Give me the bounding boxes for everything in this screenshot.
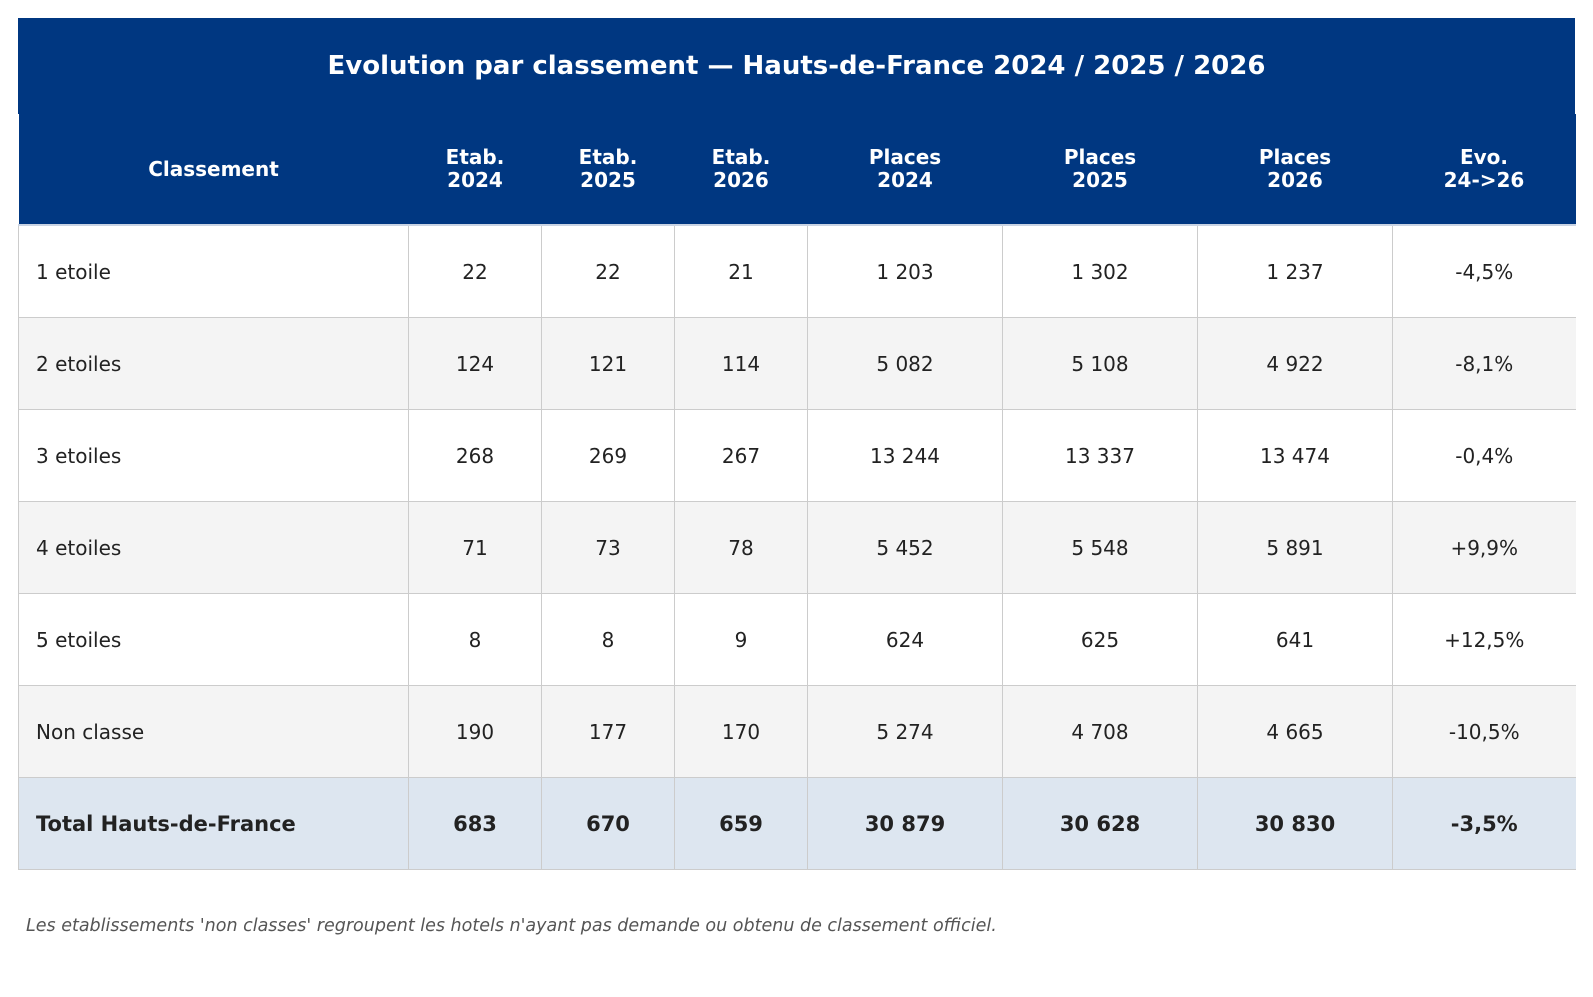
cell-evolution: -8,1% — [1392, 317, 1576, 410]
cell-etab-2025: 73 — [541, 501, 675, 594]
header-label: Etab. — [711, 145, 771, 169]
cell-evolution: -10,5% — [1392, 685, 1576, 778]
header-label-year: 2024 — [877, 168, 933, 192]
cell-places-2025: 625 — [1002, 593, 1198, 686]
cell-etab-2026: 21 — [674, 224, 808, 318]
cell-places-2025: 5 548 — [1002, 501, 1198, 594]
cell-places-2026: 13 474 — [1197, 409, 1393, 502]
cell-etab-2026: 78 — [674, 501, 808, 594]
header-label: Classement — [148, 156, 279, 181]
cell-places-2024: 5 452 — [807, 501, 1003, 594]
cell-places-2024: 5 274 — [807, 685, 1003, 778]
cell-etab-2024: 22 — [408, 224, 542, 318]
table-title: Evolution par classement — Hauts-de-Fran… — [18, 18, 1575, 114]
cell-places-2026: 4 922 — [1197, 317, 1393, 410]
header-label: Places — [1063, 145, 1137, 169]
header-label-year: 2024 — [447, 168, 503, 192]
header-label: Etab. — [445, 145, 505, 169]
cell-places-2024: 624 — [807, 593, 1003, 686]
header-label-year: 2026 — [1267, 168, 1323, 192]
cell-classement: Non classe — [18, 685, 409, 778]
header-label-year: 2026 — [713, 168, 769, 192]
cell-classement: 1 etoile — [18, 224, 409, 318]
total-cell-places-2026: 30 830 — [1197, 777, 1393, 870]
cell-etab-2026: 267 — [674, 409, 808, 502]
footnote: Les etablissements 'non classes' regroup… — [26, 916, 997, 936]
table-row: Non classe 190 177 170 5 274 4 708 4 665 -10,5% — [18, 685, 1576, 778]
table-row: 1 etoile 22 22 21 1 203 1 302 1 237 -4,5% — [18, 224, 1576, 318]
cell-etab-2025: 269 — [541, 409, 675, 502]
cell-places-2024: 5 082 — [807, 317, 1003, 410]
table-row: 4 etoiles 71 73 78 5 452 5 548 5 891 +9,9% — [18, 501, 1576, 594]
cell-etab-2024: 71 — [408, 501, 542, 594]
total-cell-places-2025: 30 628 — [1002, 777, 1198, 870]
table-body: 1 etoile 22 22 21 1 203 1 302 1 237 -4,5% 2 etoi… — [18, 224, 1576, 870]
header-label-year: 2025 — [580, 168, 636, 192]
total-cell-etab-2024: 683 — [408, 777, 542, 870]
header-label-period: 24->26 — [1443, 168, 1525, 192]
cell-places-2024: 1 203 — [807, 224, 1003, 318]
cell-places-2025: 1 302 — [1002, 224, 1198, 318]
header-etab-2024: Etab. 2024 — [408, 114, 542, 225]
cell-etab-2026: 170 — [674, 685, 808, 778]
total-cell-places-2024: 30 879 — [807, 777, 1003, 870]
cell-places-2025: 13 337 — [1002, 409, 1198, 502]
cell-classement: 2 etoiles — [18, 317, 409, 410]
cell-etab-2025: 22 — [541, 224, 675, 318]
cell-etab-2025: 121 — [541, 317, 675, 410]
cell-evolution: +12,5% — [1392, 593, 1576, 686]
cell-etab-2024: 190 — [408, 685, 542, 778]
header-row: Classement Etab. 2024 Etab. 2025 Etab. 2… — [18, 114, 1576, 225]
header-classement: Classement — [18, 114, 409, 225]
header-places-2026: Places 2026 — [1197, 114, 1393, 225]
total-row: Total Hauts-de-France 683 670 659 30 879 30 6… — [18, 777, 1576, 870]
cell-etab-2025: 8 — [541, 593, 675, 686]
header-places-2024: Places 2024 — [807, 114, 1003, 225]
cell-places-2024: 13 244 — [807, 409, 1003, 502]
cell-etab-2024: 268 — [408, 409, 542, 502]
header-label: Places — [1258, 145, 1332, 169]
header-etab-2025: Etab. 2025 — [541, 114, 675, 225]
total-cell-etab-2025: 670 — [541, 777, 675, 870]
cell-places-2025: 4 708 — [1002, 685, 1198, 778]
cell-etab-2024: 8 — [408, 593, 542, 686]
total-cell-evolution: -3,5% — [1392, 777, 1576, 870]
table-container: Evolution par classement — Hauts-de-Fran… — [18, 18, 1576, 870]
table-row: 2 etoiles 124 121 114 5 082 5 108 4 922 -8,1% — [18, 317, 1576, 410]
classification-table: Classement Etab. 2024 Etab. 2025 Etab. 2… — [18, 114, 1576, 870]
cell-etab-2026: 114 — [674, 317, 808, 410]
header-evolution: Evo. 24->26 — [1392, 114, 1576, 225]
cell-classement: 4 etoiles — [18, 501, 409, 594]
cell-places-2026: 1 237 — [1197, 224, 1393, 318]
cell-evolution: +9,9% — [1392, 501, 1576, 594]
header-label-year: 2025 — [1072, 168, 1128, 192]
cell-evolution: -0,4% — [1392, 409, 1576, 502]
header-label: Evo. — [1459, 145, 1509, 169]
cell-places-2025: 5 108 — [1002, 317, 1198, 410]
cell-etab-2024: 124 — [408, 317, 542, 410]
header-label: Etab. — [578, 145, 638, 169]
cell-places-2026: 4 665 — [1197, 685, 1393, 778]
cell-classement: 3 etoiles — [18, 409, 409, 502]
cell-etab-2025: 177 — [541, 685, 675, 778]
header-places-2025: Places 2025 — [1002, 114, 1198, 225]
cell-places-2026: 5 891 — [1197, 501, 1393, 594]
cell-evolution: -4,5% — [1392, 224, 1576, 318]
cell-places-2026: 641 — [1197, 593, 1393, 686]
cell-etab-2026: 9 — [674, 593, 808, 686]
table-row: 5 etoiles 8 8 9 624 625 641 +12,5% — [18, 593, 1576, 686]
total-cell-etab-2026: 659 — [674, 777, 808, 870]
header-etab-2026: Etab. 2026 — [674, 114, 808, 225]
cell-classement: 5 etoiles — [18, 593, 409, 686]
total-cell-classement: Total Hauts-de-France — [18, 777, 409, 870]
header-label: Places — [868, 145, 942, 169]
table-row: 3 etoiles 268 269 267 13 244 13 337 13 474 -0,4… — [18, 409, 1576, 502]
